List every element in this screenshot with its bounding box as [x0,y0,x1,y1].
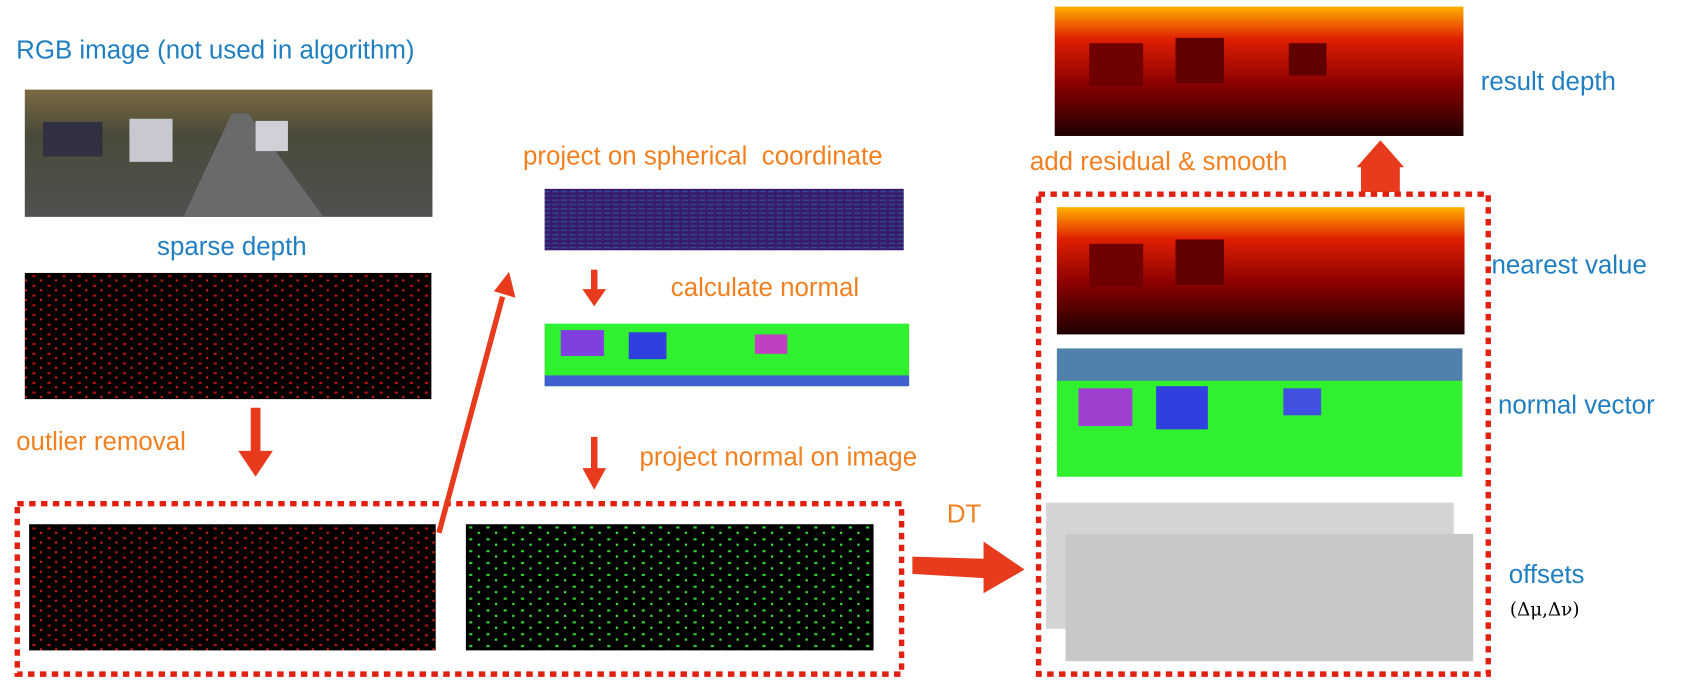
sparse-depth-image [24,272,432,400]
rgb-label: RGB image (not used in algorithm) [16,37,414,65]
dt-label: DT [947,500,982,528]
blob [628,332,667,360]
offset-map [1065,533,1474,662]
dt-arrow [912,541,1025,594]
blob [1078,388,1133,427]
blob [1156,386,1208,430]
nearest-label: nearest value [1491,251,1646,279]
project-normal-label: project normal on image [640,443,918,471]
result-label: result depth [1481,68,1616,96]
car-shadow [1089,43,1144,87]
outlier-label: outlier removal [16,428,186,456]
dotted-box [14,501,905,677]
normal-label: calculate normal [671,274,859,302]
car-shadow [1288,43,1327,76]
middle-column: project on spherical coordinate calculat… [523,142,1025,594]
arrow-shaft [1360,165,1400,193]
offsets-label: offsets [1509,561,1585,589]
blob [1056,348,1463,381]
blob [560,330,604,356]
arrow-head [582,468,607,490]
filtered-depth-image [29,524,436,651]
normal-on-image [465,524,874,651]
arrow-head [582,289,607,307]
blob [1283,388,1322,416]
car-shadow [1089,243,1144,287]
sparse-label: sparse depth [157,233,307,261]
arrow-shaft [436,295,506,534]
offsets-symbol: (Δμ,Δν) [1510,599,1580,620]
car-shadow [1175,37,1225,84]
blob [754,334,788,354]
car [43,121,103,157]
arrow-head [238,450,273,477]
residual-label: add residual & smooth [1030,148,1287,176]
spherical-image [544,188,904,251]
car [129,118,173,162]
car-shadow [1175,239,1225,285]
arrow-head [493,271,516,298]
right-column: add residual & smooth result depth neare… [1030,6,1655,677]
road [183,113,324,217]
left-column: RGB image (not used in algorithm) sparse… [16,37,433,477]
blob [544,375,910,387]
arrow-head [1356,140,1405,168]
normal-vector-label: normal vector [1498,392,1655,420]
car [255,120,288,152]
spherical-label: project on spherical coordinate [523,142,883,170]
dotted-box [1035,191,1491,677]
